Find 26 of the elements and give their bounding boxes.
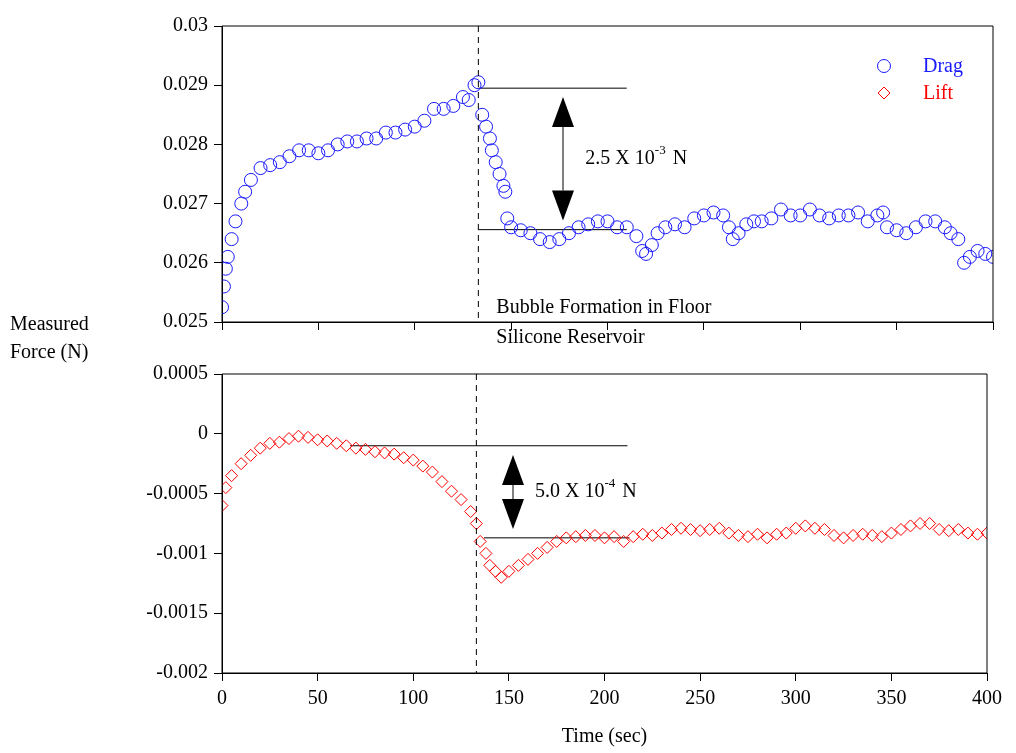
x-axis-title: Time (sec): [561, 724, 648, 748]
y-tick-label: 0.027: [163, 190, 208, 213]
y-tick-label: -0.001: [156, 540, 208, 563]
y-tick-label: 0.028: [163, 131, 208, 154]
y-tick-label: 0.026: [163, 250, 208, 273]
x-tick-label: 300: [780, 686, 811, 709]
x-tick-label: 100: [398, 686, 429, 709]
y-tick-label: 0: [198, 421, 208, 444]
legend-label: Drag: [923, 53, 963, 79]
x-tick-label: 250: [685, 686, 716, 709]
ref-line-label: Bubble Formation in Floor Silicone Reservoir: [496, 295, 712, 348]
y-axis-title: Measured Force (N): [10, 312, 89, 364]
x-tick-label: 200: [589, 686, 620, 709]
x-tick-label: 350: [876, 686, 907, 709]
y-tick-label: 0.0005: [153, 361, 208, 384]
x-tick-label: 150: [493, 686, 524, 709]
x-tick-label: 50: [307, 686, 328, 709]
y-tick-label: 0.03: [173, 13, 208, 36]
y-tick-label: -0.0005: [146, 480, 208, 503]
x-tick-label: 400: [972, 686, 1002, 709]
legend-label: Lift: [923, 80, 954, 105]
x-tick-label: 0: [217, 686, 227, 709]
y-tick-label: -0.0015: [146, 600, 208, 623]
y-tick-label: -0.002: [156, 660, 208, 683]
y-tick-label: 0.029: [163, 72, 208, 95]
y-tick-label: 0.025: [163, 309, 208, 332]
